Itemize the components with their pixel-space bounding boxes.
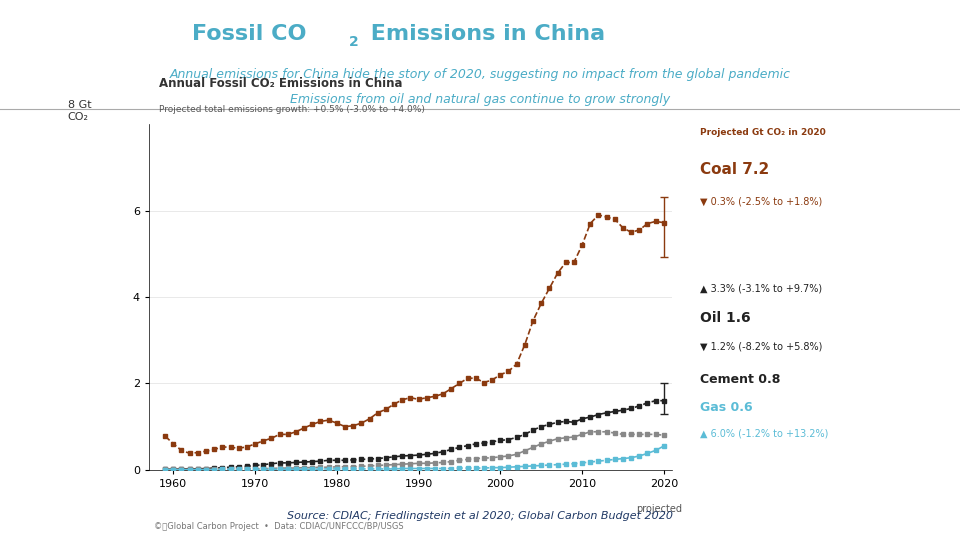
Text: Annual emissions for China hide the story of 2020, suggesting no impact from the: Annual emissions for China hide the stor… [170,68,790,81]
Text: Cement 0.8: Cement 0.8 [700,373,780,386]
Text: projected: projected [636,504,683,515]
Text: ©ⓘGlobal Carbon Project  •  Data: CDIAC/UNFCCC/BP/USGS: ©ⓘGlobal Carbon Project • Data: CDIAC/UN… [154,522,403,531]
Text: Coal 7.2: Coal 7.2 [700,162,769,177]
Text: ▼ 0.3% (-2.5% to +1.8%): ▼ 0.3% (-2.5% to +1.8%) [700,197,822,207]
Text: 2: 2 [348,35,358,49]
Text: Gas 0.6: Gas 0.6 [700,401,753,414]
Text: 8 Gt
CO₂: 8 Gt CO₂ [68,100,91,122]
Text: Emissions from oil and natural gas continue to grow strongly: Emissions from oil and natural gas conti… [290,93,670,106]
Text: Emissions in China: Emissions in China [363,24,605,44]
Text: ▼ 1.2% (-8.2% to +5.8%): ▼ 1.2% (-8.2% to +5.8%) [700,342,822,352]
Text: Projected total emissions growth: +0.5% (-3.0% to +4.0%): Projected total emissions growth: +0.5% … [159,105,425,114]
Text: Oil 1.6: Oil 1.6 [700,311,751,325]
Text: Annual Fossil CO₂ Emissions in China: Annual Fossil CO₂ Emissions in China [159,77,403,90]
Text: Projected Gt CO₂ in 2020: Projected Gt CO₂ in 2020 [700,127,826,137]
Text: Fossil CO: Fossil CO [192,24,306,44]
Text: ▲ 6.0% (-1.2% to +13.2%): ▲ 6.0% (-1.2% to +13.2%) [700,428,828,438]
Text: ▲ 3.3% (-3.1% to +9.7%): ▲ 3.3% (-3.1% to +9.7%) [700,283,822,293]
Text: Source: CDIAC; Friedlingstein et al 2020; Global Carbon Budget 2020: Source: CDIAC; Friedlingstein et al 2020… [287,511,673,521]
